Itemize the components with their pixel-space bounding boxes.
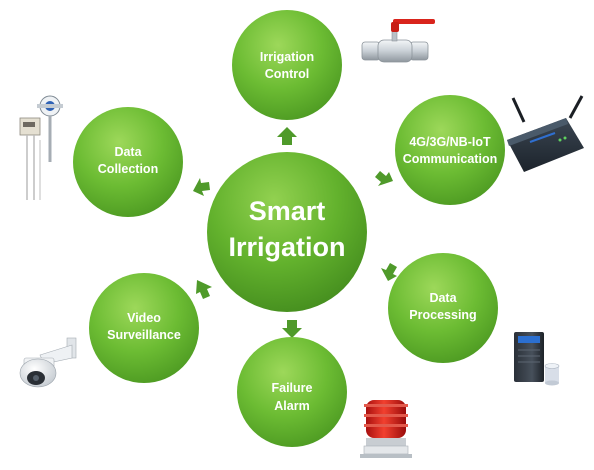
- node-data-processing: Data Processing: [388, 253, 498, 363]
- node-label-line1: Data: [114, 145, 142, 159]
- node-circle: [232, 10, 342, 120]
- node-label-line2: Communication: [403, 152, 497, 166]
- center-circle: [207, 152, 367, 312]
- node-circle: [388, 253, 498, 363]
- sensor-icon: [19, 95, 63, 200]
- node-data-collection: Data Collection: [73, 107, 183, 217]
- node-label-line1: Failure: [272, 381, 313, 395]
- node-circle: [237, 337, 347, 447]
- node-circle: [89, 273, 199, 383]
- center-node: Smart Irrigation: [207, 152, 367, 312]
- arrow-to-video-surveillance: [196, 280, 212, 299]
- arrow-to-communication: [375, 171, 393, 186]
- arrow-to-data-processing: [381, 263, 397, 281]
- node-irrigation-control: Irrigation Control: [232, 10, 342, 120]
- arrow-to-data-collection: [193, 178, 210, 196]
- node-label-line2: Control: [265, 67, 309, 81]
- server-icon: [514, 332, 560, 386]
- node-label-line2: Collection: [98, 162, 158, 176]
- center-label-line2: Irrigation: [228, 232, 345, 262]
- node-label-line1: Video: [127, 311, 161, 325]
- arrow-to-irrigation-control: [277, 127, 297, 145]
- node-label-line2: Surveillance: [107, 328, 181, 342]
- dome-camera-icon: [19, 337, 77, 388]
- arrow-to-failure-alarm: [282, 320, 302, 338]
- node-failure-alarm: Failure Alarm: [237, 337, 347, 447]
- node-label-line2: Processing: [409, 308, 476, 322]
- node-label-line1: Data: [429, 291, 457, 305]
- node-circle: [395, 95, 505, 205]
- center-label-line1: Smart: [249, 196, 326, 226]
- valve-icon: [361, 19, 435, 63]
- node-communication: 4G/3G/NB-IoT Communication: [395, 95, 505, 205]
- connector-arrows: [193, 127, 397, 338]
- router-icon: [507, 95, 584, 172]
- node-circle: [73, 107, 183, 217]
- node-label-line1: Irrigation: [260, 50, 314, 64]
- alarm-beacon-icon: [360, 400, 412, 458]
- node-label-line1: 4G/3G/NB-IoT: [409, 135, 491, 149]
- node-label-line2: Alarm: [274, 399, 309, 413]
- node-video-surveillance: Video Surveillance: [89, 273, 199, 383]
